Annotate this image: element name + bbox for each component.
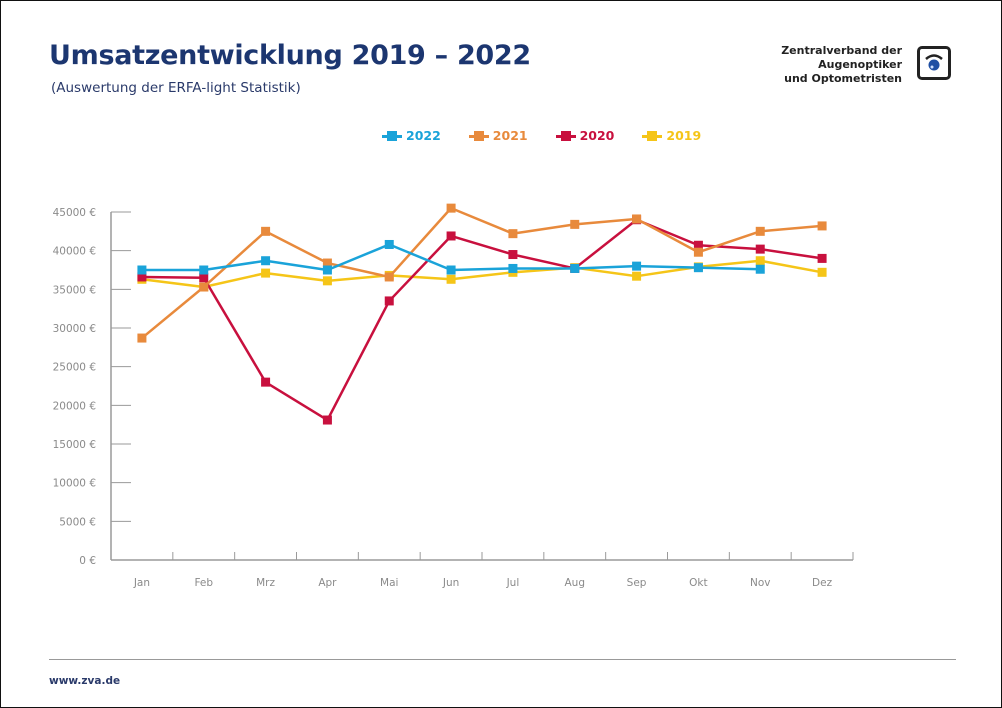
data-point-2021 <box>261 226 271 236</box>
legend-marker <box>468 130 489 141</box>
data-point-2021 <box>199 282 209 292</box>
data-point-2019 <box>261 268 271 278</box>
data-point-2020 <box>693 240 703 250</box>
x-tick-label: Aug <box>564 577 585 589</box>
x-tick-label: Mrz <box>256 577 275 589</box>
data-point-2022 <box>508 263 518 273</box>
legend-item-2019: 2019 <box>642 128 701 143</box>
data-point-2021 <box>322 258 332 268</box>
data-point-2022 <box>384 239 394 249</box>
y-tick-label: 10000 € <box>53 478 96 490</box>
x-tick-label: Mai <box>380 577 398 589</box>
legend-label: 2022 <box>406 128 441 143</box>
legend-marker <box>382 130 402 141</box>
y-tick-label: 30000 € <box>53 323 96 335</box>
data-point-2020 <box>199 273 209 283</box>
org-line: Zentralverband der <box>781 44 902 57</box>
eye-icon <box>917 46 951 80</box>
y-tick-label: 5000 € <box>59 516 96 528</box>
data-point-2022 <box>755 264 765 274</box>
data-point-2021 <box>755 226 765 236</box>
chart-subtitle: (Auswertung der ERFA-light Statistik) <box>51 80 301 96</box>
x-tick-label: Dez <box>812 577 833 589</box>
x-tick-label: Jul <box>506 577 520 589</box>
data-point-2021 <box>508 229 518 239</box>
data-point-2022 <box>137 265 147 275</box>
chart-legend: 2022 2021 2020 2019 <box>382 128 701 143</box>
data-point-2019 <box>632 271 642 281</box>
data-point-2020 <box>384 296 394 306</box>
legend-label: 2021 <box>492 128 528 143</box>
organization-name: Zentralverband der Augenoptiker und Opto… <box>781 44 902 86</box>
y-tick-label: 0 € <box>79 555 96 567</box>
series-line-2019 <box>141 259 823 289</box>
data-point-2022 <box>693 263 703 273</box>
x-tick-label: Sep <box>627 577 647 589</box>
data-point-2020 <box>446 231 456 241</box>
x-tick-label: Jan <box>133 577 150 589</box>
data-point-2020 <box>755 244 765 254</box>
series-line-2020 <box>141 218 823 422</box>
data-point-2021 <box>446 203 456 213</box>
series-line-2021 <box>141 206 823 340</box>
legend-label: 2020 <box>579 128 615 143</box>
data-point-2021 <box>384 272 394 282</box>
data-point-2020 <box>137 272 147 282</box>
org-line: und Optometristen <box>784 72 902 85</box>
legend-item-2022: 2022 <box>382 128 441 143</box>
chart-title: Umsatzentwicklung 2019 – 2022 <box>49 40 531 71</box>
data-point-2021 <box>817 221 827 231</box>
data-point-2019 <box>446 274 456 284</box>
data-point-2022 <box>570 263 580 273</box>
y-tick-label: 45000 € <box>53 207 96 219</box>
data-point-2022 <box>261 256 271 266</box>
data-point-2020 <box>322 415 332 425</box>
x-tick-label: Jun <box>442 577 459 589</box>
eye-icon-graphic <box>925 54 943 71</box>
data-point-2022 <box>632 261 642 271</box>
data-point-2021 <box>137 333 147 343</box>
y-tick-label: 35000 € <box>53 284 96 296</box>
legend-item-2021: 2021 <box>468 128 528 143</box>
legend-marker <box>555 130 576 141</box>
x-tick-label: Feb <box>194 577 213 589</box>
x-tick-label: Nov <box>750 577 771 589</box>
data-point-2020 <box>817 253 827 263</box>
y-tick-label: 40000 € <box>53 246 96 258</box>
footer-divider <box>49 659 956 660</box>
y-tick-label: 25000 € <box>53 362 96 374</box>
data-point-2019 <box>755 256 765 266</box>
footer-url[interactable]: www.zva.de <box>49 675 121 687</box>
org-line: Augenoptiker <box>818 58 902 71</box>
data-point-2021 <box>693 247 703 257</box>
x-tick-label: Apr <box>318 577 337 589</box>
data-point-2021 <box>632 214 642 224</box>
y-tick-label: 20000 € <box>53 400 96 412</box>
data-point-2019 <box>817 267 827 277</box>
legend-label: 2019 <box>666 128 702 143</box>
data-point-2022 <box>199 265 209 275</box>
data-point-2020 <box>508 250 518 260</box>
x-tick-label: Okt <box>689 577 707 589</box>
data-point-2019 <box>322 276 332 286</box>
data-point-2022 <box>322 265 332 275</box>
data-point-2021 <box>570 219 580 229</box>
data-point-2020 <box>261 377 271 387</box>
legend-marker <box>642 130 663 141</box>
legend-item-2020: 2020 <box>555 128 615 143</box>
y-tick-label: 15000 € <box>53 439 96 451</box>
data-point-2022 <box>446 265 456 275</box>
